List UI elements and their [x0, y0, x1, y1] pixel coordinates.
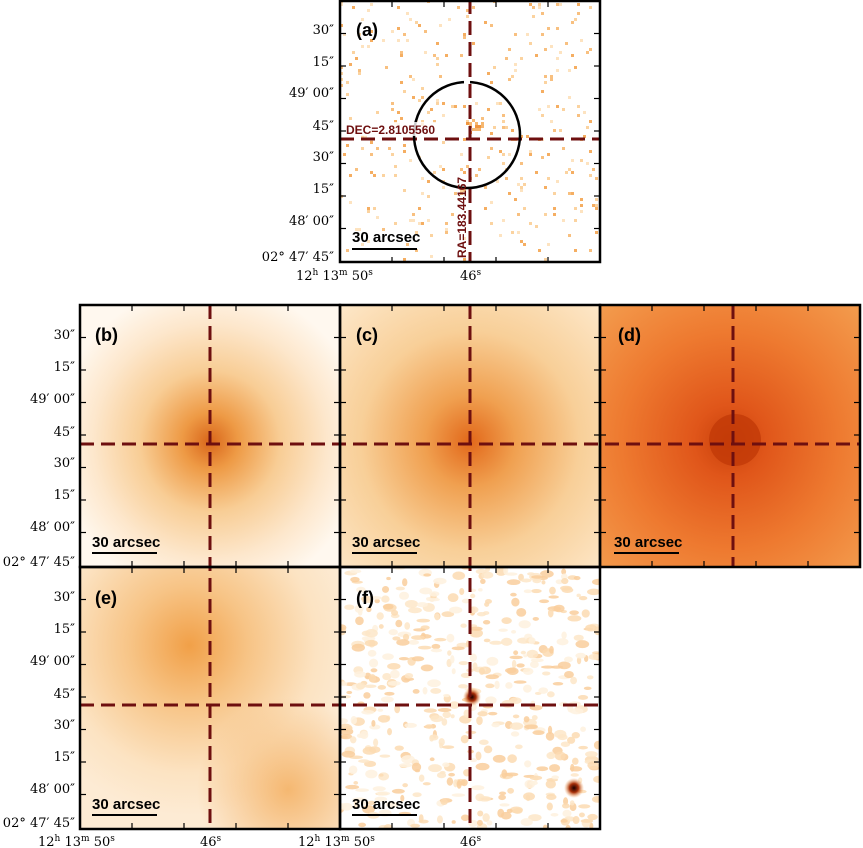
dec-tick: 30″	[54, 328, 76, 343]
dec-tick: 15″	[54, 750, 76, 765]
panel-a-label: (a)	[356, 20, 378, 40]
panel-f-label: (f)	[356, 588, 374, 608]
ra-tick-12h13m50s: 12h 13m 50s	[296, 268, 373, 284]
ra-annotation: RA=183.44167	[455, 177, 469, 258]
panel-d	[600, 305, 860, 567]
dec-tick: 45″	[313, 119, 335, 134]
dec-tick: 15″	[313, 182, 335, 197]
dec-axis-b: 30″ 15″ 49′ 00″ 45″ 30″ 15″ 48′ 00″ 02° …	[3, 328, 75, 570]
ra-tick-12h13m50s-e: 12h 13m 50s	[38, 834, 115, 848]
panel-d-label: (d)	[618, 325, 641, 345]
dec-tick: 45″	[54, 425, 76, 440]
dec-tick: 30″	[313, 23, 335, 38]
dec-tick: 15″	[54, 622, 76, 637]
dec-tick: 45″	[54, 687, 76, 702]
dec-tick: 48′ 00″	[30, 782, 75, 797]
dec-tick: 02° 47′ 45″	[262, 250, 334, 265]
dec-tick: 48′ 00″	[30, 520, 75, 535]
source-blob-center	[463, 688, 481, 706]
dec-tick: 15″	[54, 488, 76, 503]
panel-frames	[78, 0, 862, 831]
scale-bars: 30 arcsec 30 arcsec 30 arcsec 30 arcsec …	[92, 229, 682, 816]
ra-tick-12h13m50s-f: 12h 13m 50s	[298, 834, 375, 848]
panel-c-scale-label: 30 arcsec	[352, 534, 420, 551]
dec-tick: 48′ 00″	[289, 214, 334, 229]
dec-tick: 49′ 00″	[289, 86, 334, 101]
dec-tick: 15″	[54, 360, 76, 375]
dec-tick: 30″	[313, 150, 335, 165]
panel-a-scale-label: 30 arcsec	[352, 229, 420, 246]
ra-axis-bottom: 12h 13m 50s 46s 12h 13m 50s 46s	[38, 834, 482, 848]
dec-tick: 02° 47′ 45″	[3, 816, 75, 831]
panel-e-label: (e)	[95, 588, 117, 608]
panel-e-scale-label: 30 arcsec	[92, 796, 160, 813]
dec-tick: 30″	[54, 590, 76, 605]
panel-c-label: (c)	[356, 325, 378, 345]
dec-tick: 49′ 00″	[30, 392, 75, 407]
dec-annotation: DEC=2.8105560	[346, 123, 435, 137]
panel-d-scale-label: 30 arcsec	[614, 534, 682, 551]
dec-axis-e: 30″ 15″ 49′ 00″ 45″ 30″ 15″ 48′ 00″ 02° …	[3, 590, 75, 831]
ra-axis-a: 12h 13m 50s 46s	[296, 268, 482, 284]
ra-tick-46s: 46s	[460, 268, 482, 284]
source-blob-corner	[564, 778, 584, 798]
panel-a-pixels	[340, 0, 598, 261]
ra-tick-46s-f: 46s	[460, 834, 482, 848]
ra-tick-46s-e: 46s	[200, 834, 222, 848]
panel-b-label: (b)	[95, 325, 118, 345]
dec-axis-a: 30″ 15″ 49′ 00″ 45″ 30″ 15″ 48′ 00″ 02° …	[262, 23, 334, 265]
dec-tick: 15″	[313, 55, 335, 70]
tick-marks	[80, 1, 860, 829]
dec-tick: 49′ 00″	[30, 654, 75, 669]
panel-f-scale-label: 30 arcsec	[352, 796, 420, 813]
panel-b-scale-label: 30 arcsec	[92, 534, 160, 551]
dec-tick: 30″	[54, 718, 76, 733]
dec-tick: 02° 47′ 45″	[3, 555, 75, 570]
dec-tick: 30″	[54, 456, 76, 471]
